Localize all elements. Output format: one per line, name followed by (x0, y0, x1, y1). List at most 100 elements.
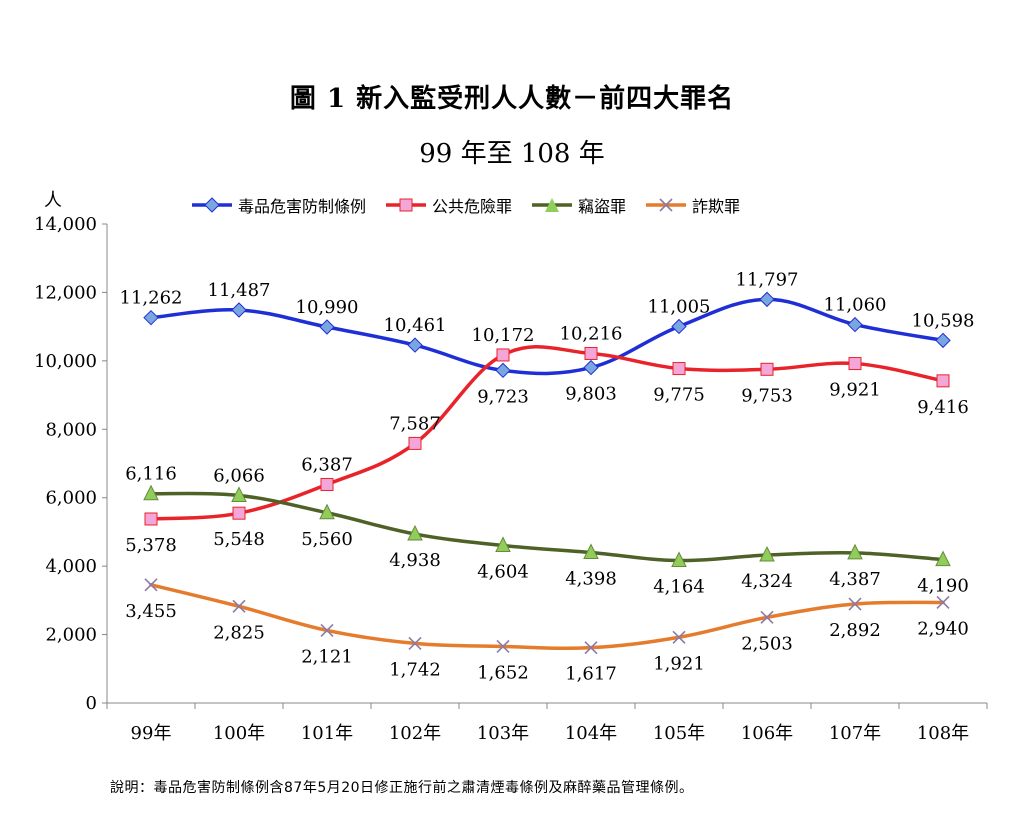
x-tick-label: 103年 (477, 723, 529, 744)
data-point-diamond (319, 319, 335, 335)
x-tick-label: 102年 (389, 723, 441, 744)
data-point-diamond (495, 362, 511, 379)
legend-item: 竊盜罪 (530, 193, 626, 217)
data-label: 4,324 (741, 571, 793, 592)
data-label: 1,742 (389, 659, 441, 680)
data-point-square (760, 362, 774, 376)
data-label: 11,487 (208, 280, 271, 301)
data-point-diamond (231, 302, 247, 318)
x-tick-label: 108年 (917, 723, 969, 744)
data-label: 10,990 (296, 297, 359, 318)
data-label: 5,378 (125, 535, 177, 556)
data-point-diamond (759, 291, 775, 308)
y-tick-label: 2,000 (45, 625, 97, 646)
data-point-x (408, 636, 422, 650)
data-label: 4,604 (477, 561, 529, 582)
legend: 毒品危害防制條例 公共危險罪 竊盜罪 詐欺罪 (190, 193, 740, 217)
x-tick-label: 105年 (653, 723, 705, 744)
data-label: 10,216 (560, 323, 623, 344)
y-tick-label: 8,000 (45, 419, 97, 440)
data-label: 9,753 (741, 385, 793, 406)
legend-swatch (386, 198, 427, 212)
footnote: 說明：毒品危害防制條例含87年5月20日修正施行前之肅清煙毒條例及麻醉藥品管理條… (110, 780, 694, 796)
data-label: 1,921 (653, 653, 705, 674)
data-point-square (408, 436, 422, 450)
data-point-x (144, 578, 158, 592)
data-label: 5,560 (301, 529, 353, 550)
data-point-triangle (495, 536, 511, 552)
data-label: 1,652 (477, 662, 529, 683)
data-point-square (144, 512, 158, 526)
data-point-square (232, 506, 246, 520)
legend-swatch (192, 197, 232, 213)
data-label: 11,005 (648, 296, 711, 317)
x-tick-label: 101年 (301, 723, 353, 744)
legend-label: 竊盜罪 (578, 197, 627, 216)
data-label: 6,387 (301, 454, 353, 475)
y-axis-label: 人 (44, 190, 62, 211)
legend-item: 公共危險罪 (384, 193, 512, 217)
data-label: 3,455 (125, 601, 177, 622)
data-label: 2,940 (917, 618, 969, 639)
y-tick-label: 6,000 (45, 488, 97, 509)
data-label: 6,116 (125, 464, 177, 485)
data-point-x (760, 610, 774, 624)
data-label: 10,461 (384, 315, 447, 336)
data-label: 1,617 (565, 664, 617, 685)
data-point-triangle (583, 543, 599, 560)
data-point-diamond (671, 318, 687, 335)
data-point-triangle (847, 543, 863, 560)
chart-title: 圖 1 新入監受刑人人數－前四大罪名 (289, 84, 735, 114)
data-label: 9,416 (917, 397, 969, 418)
y-tick-label: 12,000 (34, 282, 97, 303)
series-line-3 (149, 491, 945, 563)
x-tick-label: 107年 (829, 723, 881, 744)
data-point-x (936, 595, 950, 609)
data-label: 10,598 (912, 310, 975, 331)
data-point-square (672, 362, 686, 376)
data-label: 11,797 (736, 269, 799, 290)
data-label: 2,121 (301, 646, 353, 667)
data-label: 9,775 (653, 385, 705, 406)
legend-label: 詐欺罪 (692, 197, 741, 216)
legend-label: 公共危險罪 (432, 197, 513, 216)
y-tick-label: 10,000 (34, 351, 97, 372)
data-point-square (496, 348, 510, 362)
data-label: 9,803 (565, 384, 617, 405)
x-tick-label: 104年 (565, 723, 617, 744)
series-line-1 (149, 297, 945, 376)
legend-item: 詐欺罪 (644, 193, 740, 217)
legend-swatch (646, 198, 687, 212)
data-point-triangle (935, 550, 951, 567)
data-label: 4,398 (565, 569, 617, 590)
data-point-diamond (847, 316, 863, 333)
data-point-square (320, 477, 334, 491)
x-tick-label: 100年 (213, 723, 265, 744)
series-line-2 (149, 344, 945, 521)
chart-subtitle: 99 年至 108 年 (419, 139, 605, 169)
data-point-x (584, 641, 598, 655)
y-tick-label: 14,000 (34, 214, 97, 235)
legend-item: 毒品危害防制條例 (190, 193, 366, 217)
data-point-triangle (407, 524, 423, 541)
data-point-diamond (935, 332, 951, 349)
data-label: 4,938 (389, 550, 441, 571)
x-tick-label: 106年 (741, 723, 793, 744)
data-label: 10,172 (472, 325, 535, 346)
data-label: 11,060 (824, 295, 887, 316)
data-point-square (584, 346, 598, 360)
data-point-x (496, 639, 510, 654)
data-label: 9,723 (477, 386, 529, 407)
y-tick-label: 4,000 (45, 556, 97, 577)
x-tick-label: 99年 (131, 723, 172, 744)
data-point-triangle (671, 551, 687, 568)
data-label: 4,164 (653, 577, 705, 598)
data-point-x (232, 599, 246, 613)
data-label: 11,262 (120, 288, 183, 309)
data-point-triangle (231, 486, 247, 502)
data-label: 4,190 (917, 576, 969, 597)
data-label: 2,892 (829, 620, 881, 641)
data-point-square (848, 357, 862, 371)
data-label: 5,548 (213, 529, 265, 550)
